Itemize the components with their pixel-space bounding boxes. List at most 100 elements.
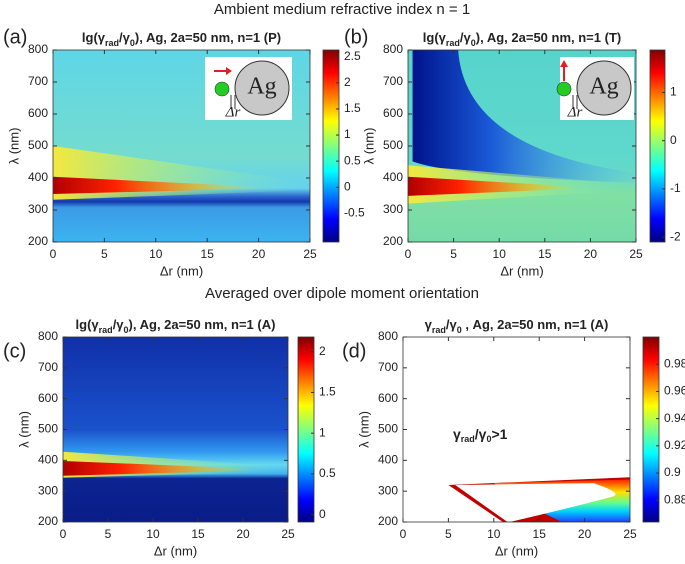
colorbar-tick-label: 1.5: [319, 385, 336, 399]
heatmap-field: [63, 460, 255, 476]
annotation-part: rad: [461, 434, 475, 444]
x-tick-label: 10: [149, 247, 163, 261]
panel-title-part: 0: [124, 325, 129, 335]
y-tick-label: 600: [38, 391, 58, 405]
y-tick-label: 800: [28, 42, 48, 56]
x-tick-label: 15: [538, 247, 552, 261]
colorbar-tick-label: 0: [344, 179, 351, 193]
y-tick-label: 300: [378, 483, 398, 497]
colorbar-tick-label: -0.5: [344, 205, 365, 219]
colorbar-tick-label: 0: [670, 133, 677, 147]
panel-title-part: /γ: [119, 30, 131, 45]
x-tick-label: 20: [252, 247, 266, 261]
colorbar-tick-label: -2: [670, 229, 681, 243]
colorbar-tick-label: 0.96: [664, 384, 685, 398]
panel-title-part: rad: [105, 38, 119, 48]
colorbar-tick-label: 0.92: [664, 438, 685, 452]
x-tick-label: 15: [201, 247, 215, 261]
annotation-part: /γ: [475, 426, 487, 442]
subheader: Averaged over dipole moment orientation: [205, 285, 479, 302]
panel-title-part: , Ag, 2a=50 nm, n=1 (A): [462, 317, 609, 332]
colorbar: [297, 336, 315, 523]
panel-title: lg(γrad/γ0), Ag, 2a=50 nm, n=1 (P): [82, 30, 281, 48]
y-tick-label: 600: [28, 106, 48, 120]
y-tick-label: 800: [378, 329, 398, 343]
gap-label: Δr: [225, 104, 241, 120]
y-tick-label: 500: [383, 138, 403, 152]
x-tick-label: 0: [405, 247, 412, 261]
colorbar-tick-label: -1: [670, 181, 681, 195]
heatmap-field: [412, 50, 636, 183]
panel-title-part: /γ: [460, 30, 472, 45]
particle-label: Ag: [589, 74, 618, 100]
y-tick-label: 200: [38, 514, 58, 528]
heatmap: [63, 337, 288, 522]
colorbar-tick-label: 1: [670, 85, 677, 99]
panel-title-part: 0: [130, 38, 135, 48]
x-tick-label: 10: [487, 527, 501, 541]
colorbar-tick-label: 0.88: [664, 492, 685, 506]
header: Ambient medium refractive index n = 1: [214, 1, 470, 18]
colorbar-tick-label: 1: [319, 425, 326, 439]
x-tick-label: 0: [400, 527, 407, 541]
y-tick-label: 200: [383, 234, 403, 248]
panel-title-part: ), Ag, 2a=50 nm, n=1 (T): [476, 30, 621, 45]
dipole: [556, 81, 572, 97]
y-tick-label: 300: [383, 202, 403, 216]
x-tick-label: 15: [533, 527, 547, 541]
particle: [576, 60, 632, 116]
colorbar-tick-label: 0: [319, 507, 326, 521]
colorbar-tick-label: 0.5: [319, 466, 336, 480]
y-tick-label: 500: [28, 138, 48, 152]
y-axis-label: λ (nm): [361, 128, 376, 165]
y-tick-label: 700: [378, 360, 398, 374]
y-tick-label: 400: [38, 453, 58, 467]
panel-title-part: ), Ag, 2a=50 nm, n=1 (A): [129, 317, 276, 332]
heatmap-field: [63, 337, 288, 522]
panel-title: γrad/γ0 , Ag, 2a=50 nm, n=1 (A): [425, 317, 609, 335]
colorbar-tick-label: 2: [319, 344, 326, 358]
x-tick-label: 10: [146, 527, 160, 541]
y-tick-label: 700: [38, 360, 58, 374]
panel-title-part: rad: [432, 325, 446, 335]
x-tick-label: 20: [584, 247, 598, 261]
y-tick-label: 400: [378, 453, 398, 467]
x-tick-label: 20: [578, 527, 592, 541]
colorbar-tick-label: 0.5: [344, 153, 361, 167]
panel-title-part: lg(γ: [423, 30, 447, 45]
heatmap-field: [455, 483, 616, 522]
x-tick-label: 15: [191, 527, 205, 541]
y-tick-label: 200: [378, 514, 398, 528]
moment-arrow-head: [560, 60, 568, 67]
y-tick-label: 700: [28, 74, 48, 88]
colorbar-tick-label: 0.9: [664, 465, 681, 479]
x-tick-label: 5: [445, 527, 452, 541]
colorbar-tick-label: 1: [344, 127, 351, 141]
colorbar-tick-label: 0.98: [664, 356, 685, 370]
y-tick-label: 500: [378, 422, 398, 436]
colorbar: [322, 49, 340, 243]
colorbar-tick-label: 2.5: [344, 49, 361, 63]
y-axis-label: λ (nm): [6, 128, 21, 165]
heatmap-field: [408, 176, 579, 196]
y-tick-label: 800: [383, 42, 403, 56]
y-tick-label: 800: [38, 329, 58, 343]
x-tick-label: 0: [60, 527, 67, 541]
moment-arrow-head: [226, 67, 232, 75]
y-tick-label: 400: [383, 170, 403, 184]
y-tick-label: 600: [383, 106, 403, 120]
panel-title-part: ), Ag, 2a=50 nm, n=1 (P): [135, 30, 281, 45]
x-tick-label: 0: [50, 247, 57, 261]
panel-title-part: lg(γ: [76, 317, 100, 332]
x-tick-label: 10: [493, 247, 507, 261]
x-tick-label: 5: [101, 247, 108, 261]
x-axis-label: Δr (nm): [495, 543, 538, 558]
colorbar-tick-label: 0.94: [664, 411, 685, 425]
x-tick-label: 25: [303, 247, 317, 261]
panel-title-part: 0: [471, 38, 476, 48]
annotation-part: γ: [453, 426, 461, 442]
y-tick-label: 700: [383, 74, 403, 88]
dipole: [214, 81, 230, 97]
annotation-part: >1: [491, 426, 507, 442]
